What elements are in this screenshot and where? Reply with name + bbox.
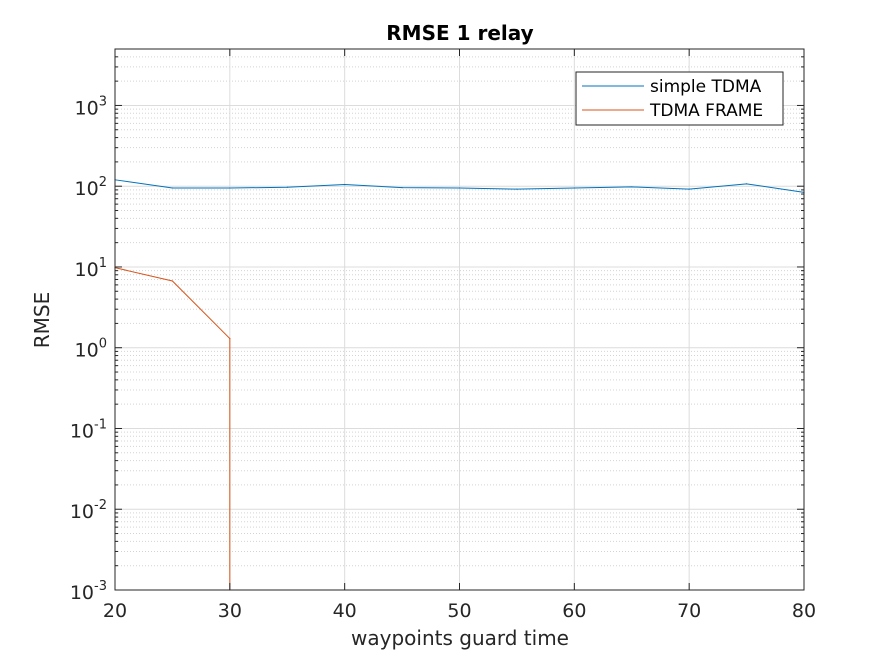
- y-tick-label: 103: [75, 94, 107, 119]
- data-point-tdma-frame: [229, 337, 231, 340]
- legend-label-simple-tdma: simple TDMA: [650, 77, 762, 97]
- y-tick-label: 10-2: [70, 498, 107, 523]
- x-tick-label: 80: [792, 600, 816, 622]
- x-axis-label: waypoints guard time: [351, 626, 569, 650]
- y-tick-exponent: 2: [99, 175, 107, 190]
- y-tick-base: 10: [75, 178, 99, 200]
- y-tick-exponent: -3: [94, 579, 107, 594]
- x-tick-label: 70: [677, 600, 701, 622]
- y-tick-exponent: -1: [94, 417, 107, 432]
- legend-label-tdma-frame: TDMA FRAME: [649, 101, 763, 121]
- x-tick-label: 40: [333, 600, 357, 622]
- data-point-simple-tdma: [344, 183, 346, 186]
- data-point-simple-tdma: [458, 187, 461, 189]
- data-point-simple-tdma: [688, 188, 690, 190]
- x-tick-label: 60: [562, 600, 586, 622]
- axis-ticks: [114, 49, 805, 591]
- data-point-simple-tdma: [745, 183, 748, 185]
- legend: simple TDMA TDMA FRAME: [575, 71, 784, 126]
- data-point-simple-tdma: [631, 186, 633, 188]
- y-tick-label: 10-3: [70, 579, 107, 604]
- legend-box: [575, 71, 784, 126]
- chart-title: RMSE 1 relay: [386, 21, 533, 45]
- y-tick-base: 10: [70, 582, 94, 604]
- data-point-simple-tdma: [573, 187, 575, 189]
- y-tick-exponent: 0: [99, 337, 107, 352]
- y-axis-label: RMSE: [30, 292, 54, 348]
- data-point-simple-tdma: [516, 188, 518, 190]
- y-tick-base: 10: [70, 501, 94, 523]
- data-point-simple-tdma: [229, 187, 231, 189]
- x-tick-label: 20: [103, 600, 127, 622]
- data-point-simple-tdma: [171, 187, 174, 189]
- y-tick-exponent: -2: [94, 498, 107, 513]
- y-tick-label: 10-1: [70, 417, 107, 442]
- y-tick-label: 102: [75, 175, 107, 200]
- y-tick-exponent: 3: [99, 94, 107, 109]
- y-tick-exponent: 1: [99, 256, 107, 271]
- data-point-tdma-frame: [171, 280, 174, 282]
- x-tick-labels: 20 30 40 50 60 70 80: [103, 600, 816, 622]
- y-tick-base: 10: [75, 259, 99, 281]
- y-tick-base: 10: [70, 420, 94, 442]
- x-tick-label: 50: [447, 600, 471, 622]
- data-point-simple-tdma: [401, 187, 403, 189]
- y-tick-base: 10: [75, 340, 99, 362]
- x-tick-label: 30: [218, 600, 242, 622]
- y-tick-base: 10: [75, 97, 99, 119]
- y-tick-label: 100: [75, 337, 107, 362]
- y-tick-label: 101: [75, 256, 107, 281]
- data-point-simple-tdma: [286, 186, 288, 188]
- series-line-tdma-frame: [114, 267, 231, 590]
